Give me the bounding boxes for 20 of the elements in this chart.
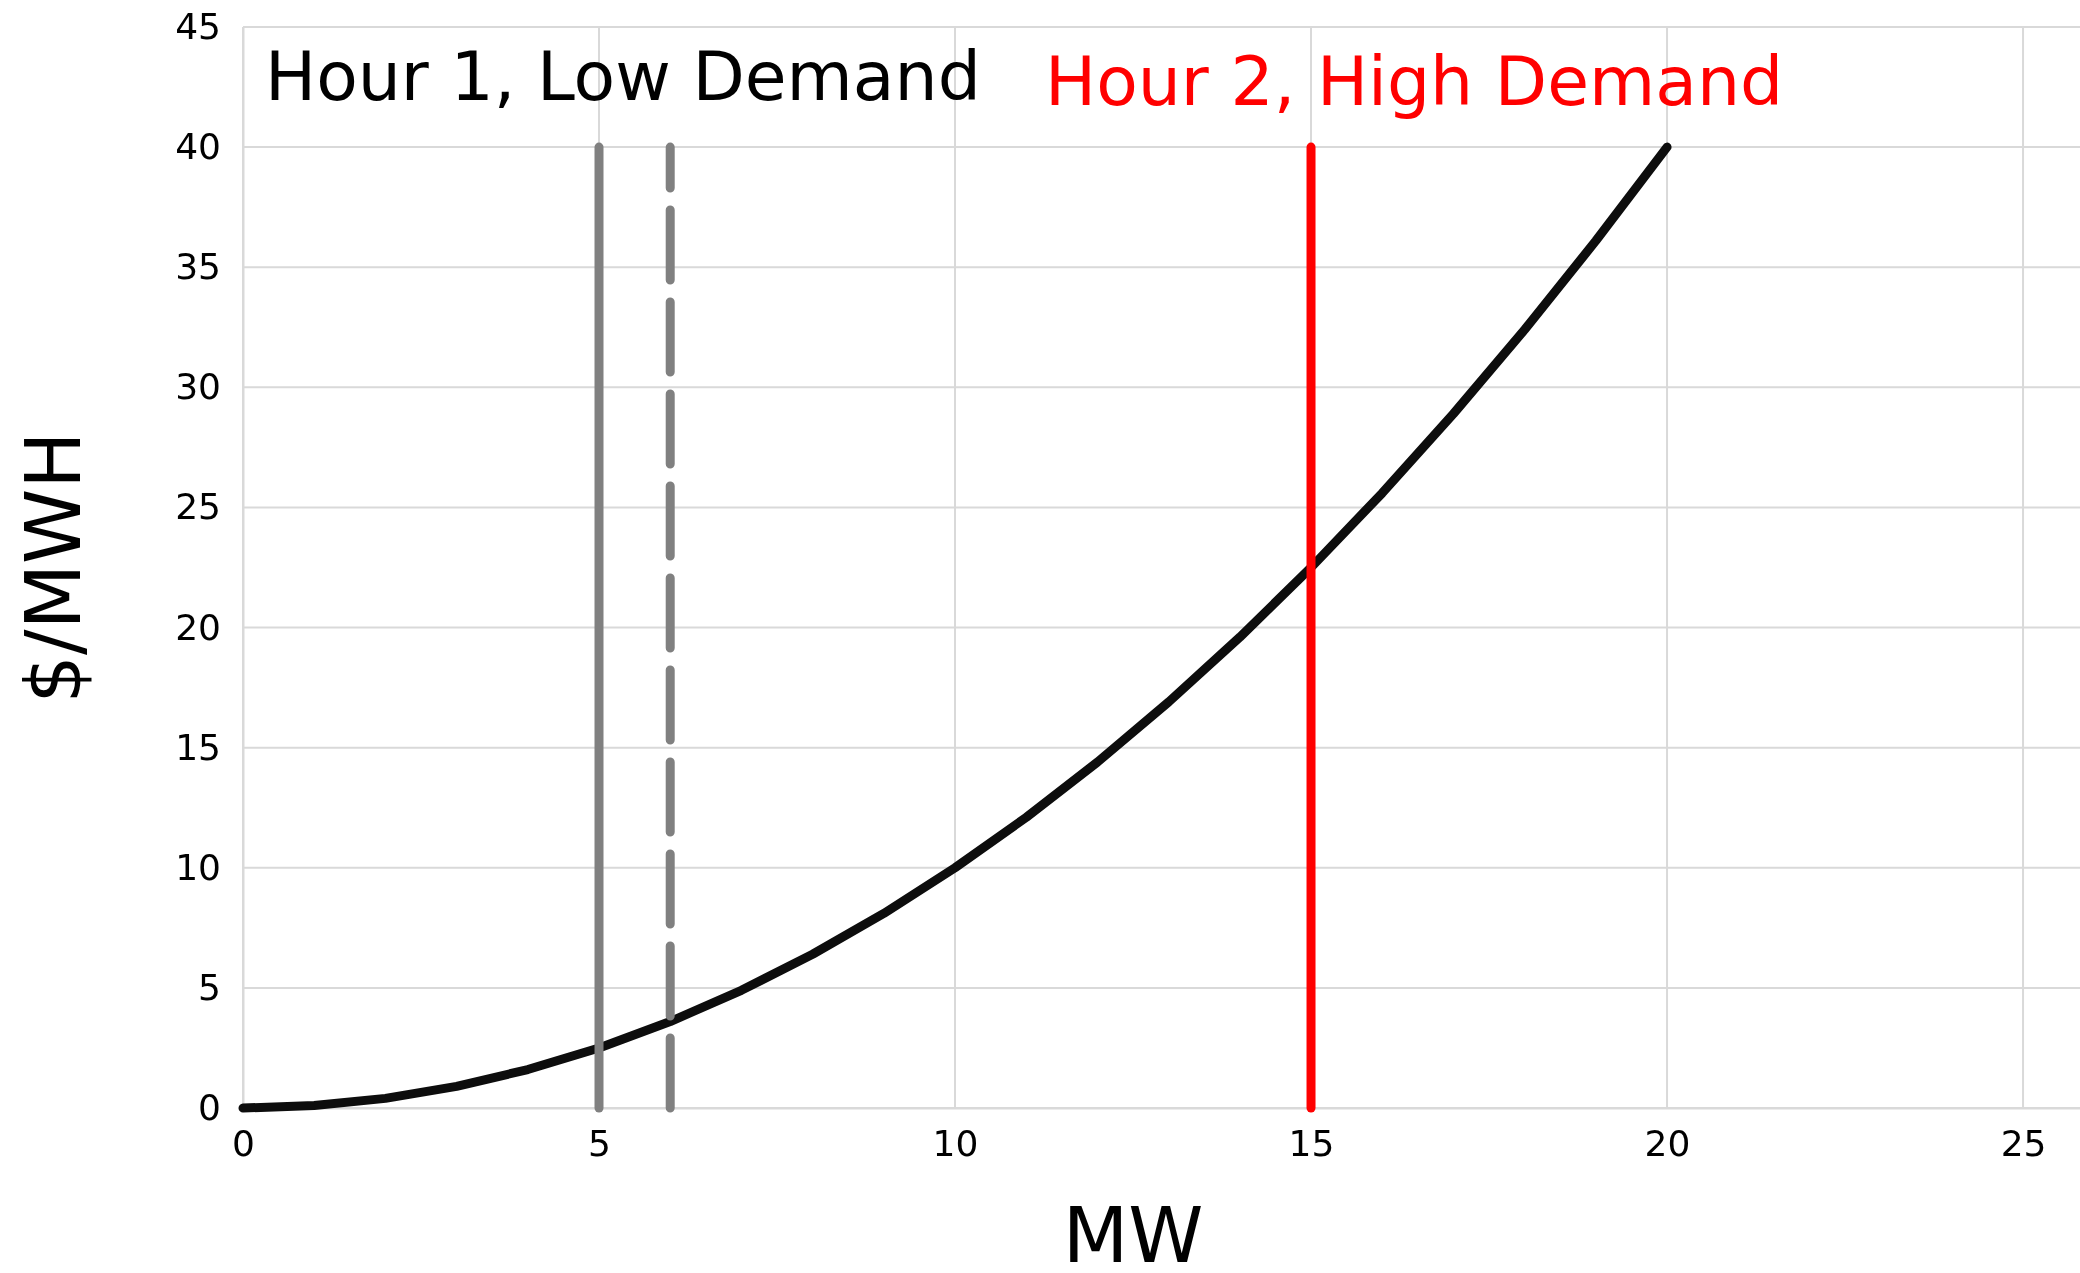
y-tick-label: 40: [175, 126, 221, 168]
x-axis-title: MW: [1062, 1191, 1204, 1273]
y-tick-label: 30: [175, 366, 221, 408]
x-tick-label: 0: [232, 1122, 255, 1164]
y-tick-label: 45: [175, 6, 221, 48]
annotation: Hour 1, Low Demand: [265, 37, 981, 116]
x-tick-label: 20: [1644, 1122, 1691, 1164]
annotation: Hour 2, High Demand: [1045, 42, 1784, 121]
y-tick-label: 0: [198, 1087, 221, 1129]
y-tick-label: 25: [175, 486, 221, 528]
x-tick-label: 5: [588, 1122, 611, 1164]
y-axis-title: $/MWH: [9, 431, 98, 704]
y-tick-label: 15: [175, 726, 221, 768]
x-tick-label: 10: [932, 1122, 979, 1164]
y-tick-label: 5: [198, 966, 221, 1008]
x-tick-label: 25: [2000, 1122, 2047, 1164]
y-tick-label: 20: [175, 606, 221, 648]
y-tick-label: 10: [175, 846, 221, 888]
x-tick-label: 15: [1288, 1122, 1335, 1164]
y-tick-label: 35: [175, 246, 221, 288]
